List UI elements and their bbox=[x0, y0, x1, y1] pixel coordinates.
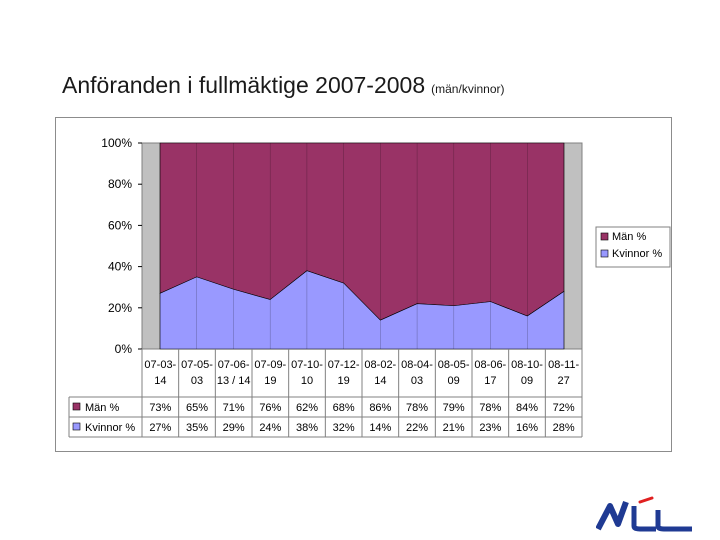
slide-title: Anföranden i fullmäktige 2007-2008 (män/k… bbox=[62, 72, 505, 99]
data-label: 68% bbox=[333, 402, 355, 414]
x-tick-label: 08-11- bbox=[548, 359, 579, 371]
x-tick-label: 03 bbox=[191, 375, 203, 387]
x-tick-label: 07-06- bbox=[218, 359, 250, 371]
x-tick-label: 07-03- bbox=[144, 359, 176, 371]
legend-swatch bbox=[600, 249, 609, 258]
x-tick-label: 14 bbox=[374, 375, 386, 387]
x-tick-label: 07-09- bbox=[254, 359, 286, 371]
data-label: 14% bbox=[369, 422, 391, 434]
x-tick-label: 19 bbox=[338, 375, 350, 387]
data-label: 72% bbox=[553, 402, 575, 414]
table-legend-key bbox=[72, 422, 81, 431]
y-tick-label: 100% bbox=[101, 136, 132, 150]
data-label: 23% bbox=[479, 422, 501, 434]
legend-label: Män % bbox=[612, 231, 646, 243]
y-tick-label: 0% bbox=[115, 342, 133, 356]
data-label: 71% bbox=[223, 402, 245, 414]
area-chart: 100% 80% 60% 40% 20% 0% 07-03- 14 07-05- 03 07-06-… bbox=[68, 136, 671, 438]
legend-label: Kvinnor % bbox=[612, 248, 662, 260]
table-legend-key bbox=[72, 402, 81, 411]
data-label: 78% bbox=[479, 402, 501, 414]
y-tick-label: 20% bbox=[108, 301, 132, 315]
x-tick-label: 03 bbox=[411, 375, 423, 387]
x-tick-label: 07-12- bbox=[328, 359, 360, 371]
y-tick-label: 80% bbox=[108, 177, 132, 191]
legend-swatch bbox=[600, 232, 609, 241]
x-tick-label: 07-05- bbox=[181, 359, 213, 371]
x-tick-label: 19 bbox=[264, 375, 276, 387]
table-series-name: Män % bbox=[85, 402, 119, 414]
title-sub: (män/kvinnor) bbox=[431, 82, 505, 96]
x-tick-label: 10 bbox=[301, 375, 313, 387]
x-tick-label: 08-05- bbox=[438, 359, 470, 371]
chart-frame: 100% 80% 60% 40% 20% 0% 07-03- 14 07-05- 03 07-06-… bbox=[55, 117, 672, 452]
x-tick-label: 08-06- bbox=[474, 359, 506, 371]
data-label: 32% bbox=[333, 422, 355, 434]
data-label: 78% bbox=[406, 402, 428, 414]
x-tick-label: 27 bbox=[558, 375, 570, 387]
data-label: 27% bbox=[149, 422, 171, 434]
data-label: 86% bbox=[369, 402, 391, 414]
legend-box bbox=[595, 226, 671, 268]
y-tick-label: 60% bbox=[108, 218, 132, 232]
title-main: Anföranden i fullmäktige 2007-2008 bbox=[62, 72, 426, 98]
data-label: 62% bbox=[296, 402, 318, 414]
data-label: 38% bbox=[296, 422, 318, 434]
data-label: 76% bbox=[259, 402, 281, 414]
data-label: 24% bbox=[259, 422, 281, 434]
x-tick-label: 08-02- bbox=[364, 359, 396, 371]
x-tick-label: 17 bbox=[484, 375, 496, 387]
y-tick-label: 40% bbox=[108, 260, 132, 274]
data-label: 16% bbox=[516, 422, 538, 434]
data-label: 22% bbox=[406, 422, 428, 434]
company-logo bbox=[596, 496, 692, 532]
data-label: 65% bbox=[186, 402, 208, 414]
x-tick-label: 14 bbox=[154, 375, 166, 387]
table-series-name: Kvinnor % bbox=[85, 422, 135, 434]
x-tick-label: 09 bbox=[521, 375, 533, 387]
x-tick-label: 08-10- bbox=[511, 359, 543, 371]
data-label: 28% bbox=[553, 422, 575, 434]
x-tick-label: 07-10- bbox=[291, 359, 323, 371]
x-tick-label: 09 bbox=[448, 375, 460, 387]
data-label: 29% bbox=[223, 422, 245, 434]
data-label: 84% bbox=[516, 402, 538, 414]
series-area-kvinnor bbox=[159, 270, 565, 350]
data-label: 79% bbox=[443, 402, 465, 414]
x-tick-label: 08-04- bbox=[401, 359, 433, 371]
data-label: 21% bbox=[443, 422, 465, 434]
x-tick-label: 13 / 14 bbox=[217, 375, 251, 387]
data-label: 73% bbox=[149, 402, 171, 414]
data-label: 35% bbox=[186, 422, 208, 434]
